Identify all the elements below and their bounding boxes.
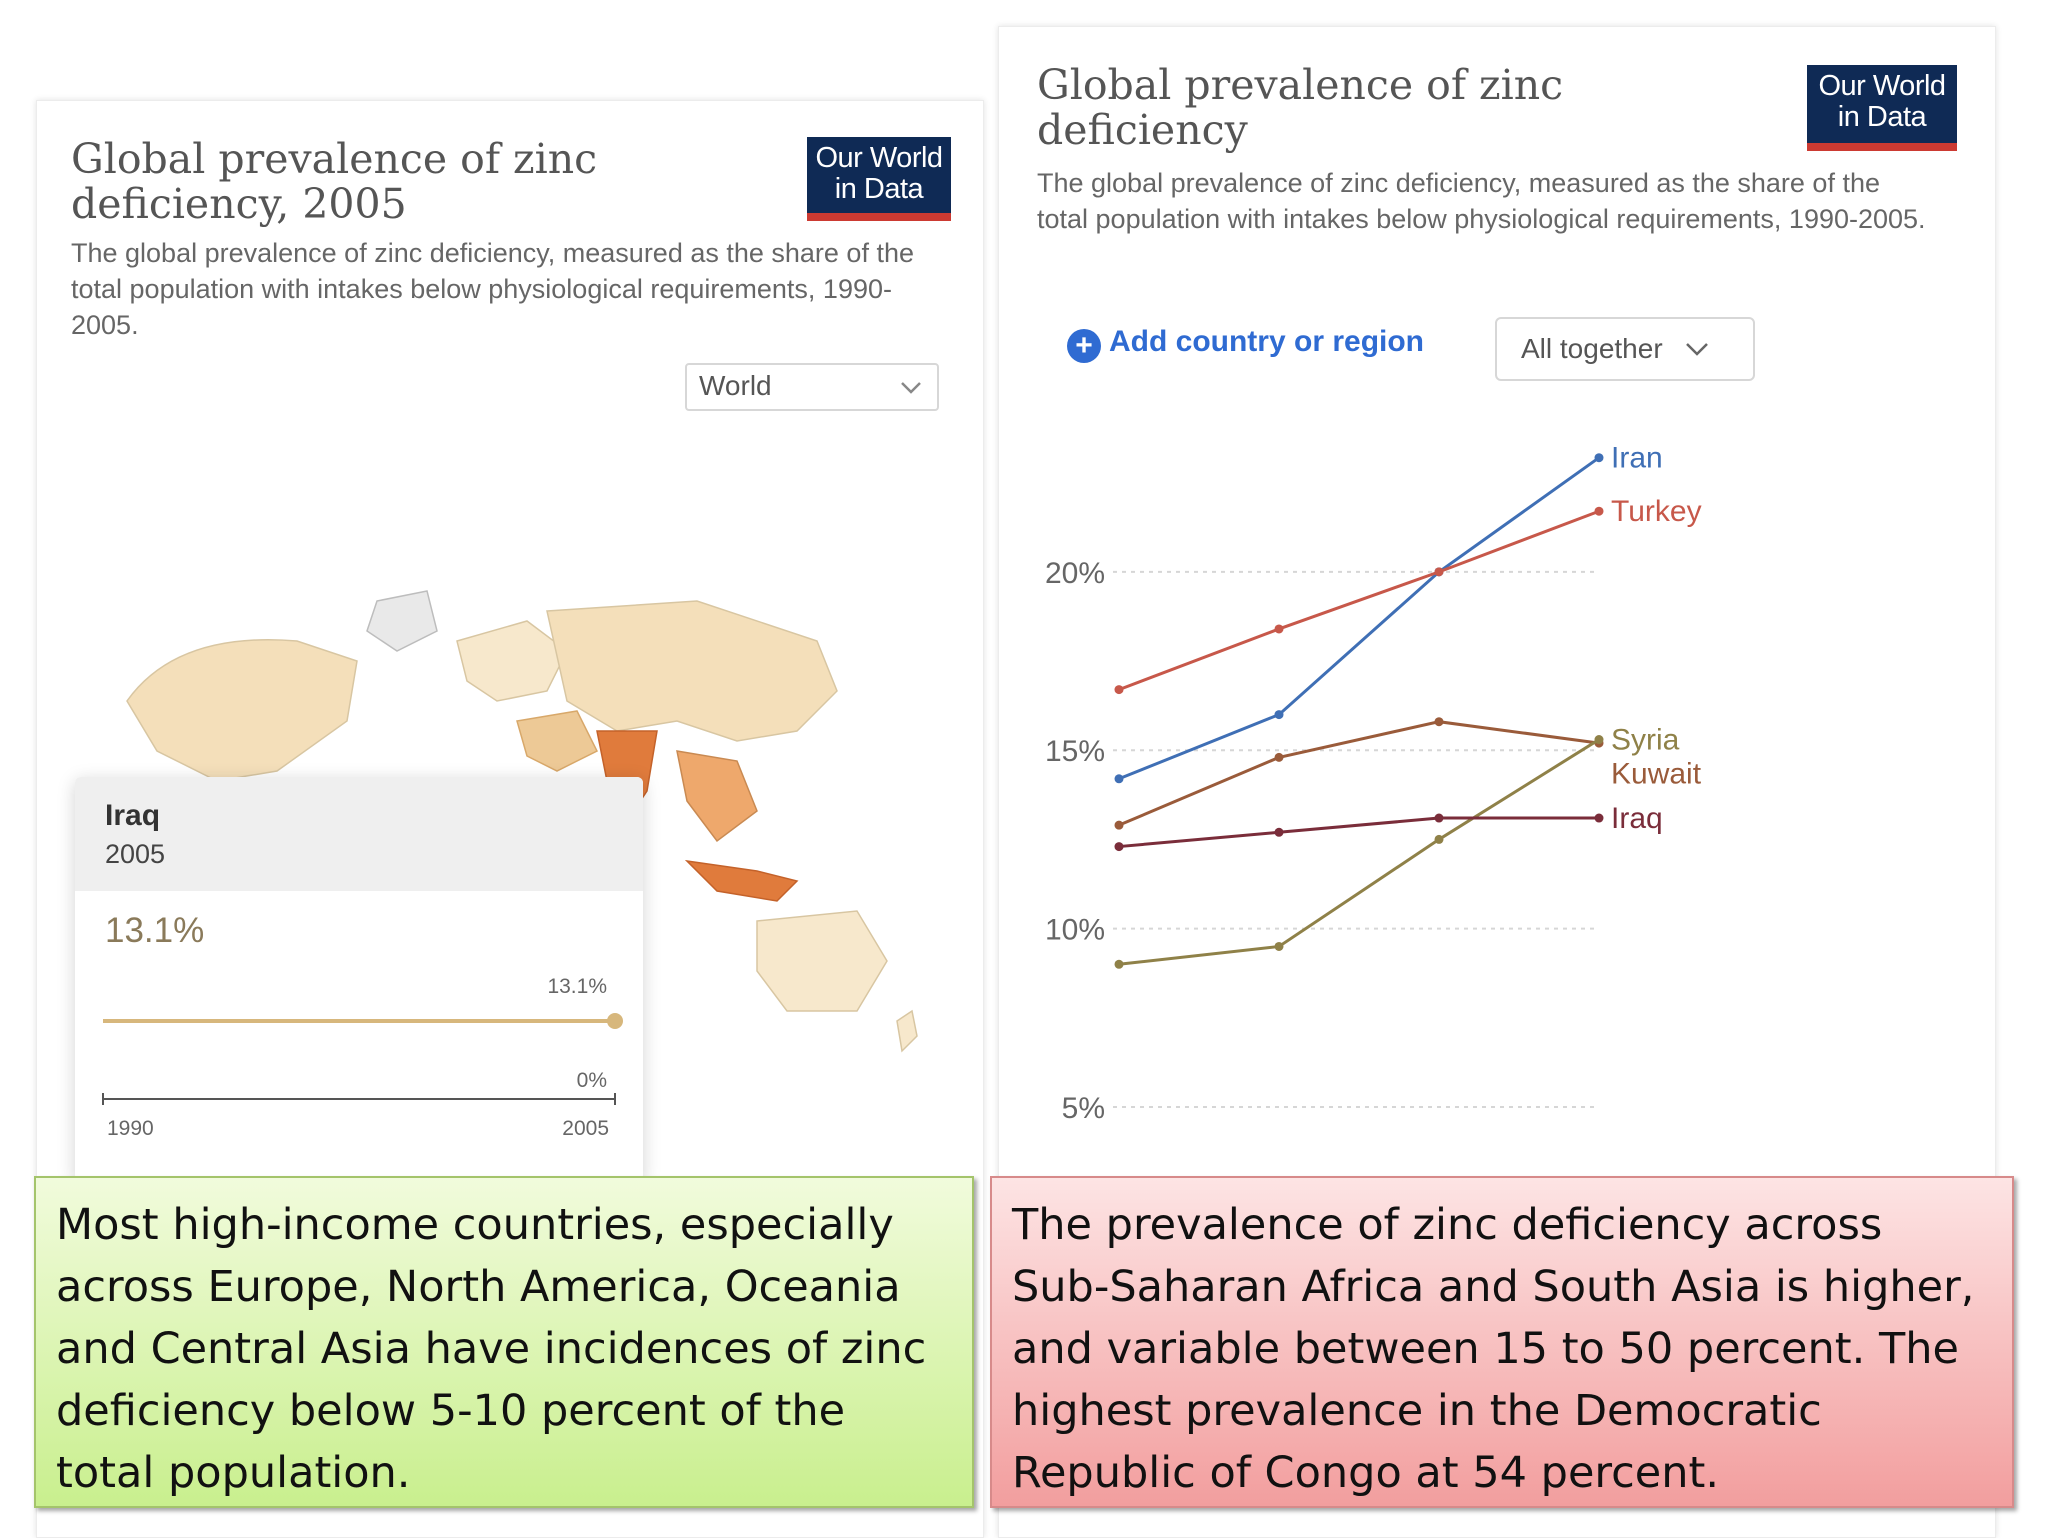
series-line: [1118, 720, 1600, 827]
data-point: [1274, 941, 1284, 951]
note-high-income: Most high-income countries, especially a…: [34, 1176, 974, 1508]
data-point: [1434, 813, 1444, 823]
view-mode-value: All together: [1521, 333, 1663, 364]
note-high-prevalence: The prevalence of zinc deficiency across…: [990, 1176, 2014, 1508]
tooltip-sparkline: 13.1% 0% 1990 2005: [102, 975, 623, 1140]
tooltip-header: Iraq 2005: [75, 777, 643, 891]
y-tick-label: 10%: [1045, 914, 1105, 947]
map-subtitle: The global prevalence of zinc deficiency…: [71, 238, 914, 340]
data-point: [1594, 453, 1604, 463]
chart-title: Global prevalence of zinc deficiency: [1037, 61, 1564, 154]
data-point: [1114, 842, 1124, 852]
data-point: [1434, 567, 1444, 577]
series-label: Syria: [1611, 724, 1680, 757]
spark-zero-label: 0%: [577, 1069, 607, 1092]
series-line: [1118, 456, 1600, 781]
y-tick-label: 20%: [1045, 557, 1105, 590]
spark-start-year: 1990: [107, 1117, 154, 1140]
spark-end-year: 2005: [562, 1117, 609, 1140]
y-tick-label: 5%: [1062, 1092, 1105, 1125]
map-tooltip: Iraq 2005 13.1% 13.1% 0% 1990 2005: [75, 777, 643, 1181]
series-label: Turkey: [1611, 495, 1702, 528]
data-point: [1434, 834, 1444, 844]
map-indonesia[interactable]: [684, 859, 799, 902]
logo-line-2: in Data: [834, 173, 924, 205]
map-north-america[interactable]: [126, 639, 358, 782]
map-title: Global prevalence of zinc deficiency, 20…: [71, 135, 598, 228]
data-point: [1114, 685, 1124, 695]
map-europe[interactable]: [456, 620, 568, 702]
data-point: [1274, 752, 1284, 762]
spark-end-point: [607, 1013, 623, 1029]
data-point: [1274, 710, 1284, 720]
world-map[interactable]: [97, 581, 937, 1061]
data-point: [1274, 827, 1284, 837]
map-greenland: [366, 590, 438, 652]
owid-logo[interactable]: Our World in Data: [1807, 65, 1957, 151]
map-southeast-asia[interactable]: [676, 750, 758, 843]
series-line: [1118, 509, 1600, 691]
view-mode-select[interactable]: All together: [1495, 317, 1755, 381]
chart-subtitle: The global prevalence of zinc deficiency…: [1037, 168, 1926, 234]
logo-line-1: Our World: [815, 142, 943, 174]
data-point: [1274, 624, 1284, 634]
plus-circle-icon: +: [1067, 329, 1101, 363]
series-label: Iran: [1611, 442, 1663, 475]
add-country-button[interactable]: + Add country or region: [1067, 325, 1424, 363]
series-line: [1118, 738, 1600, 966]
tooltip-country: Iraq: [105, 799, 161, 832]
y-tick-label: 15%: [1045, 735, 1105, 768]
data-point: [1114, 959, 1124, 969]
map-middle-east[interactable]: [516, 710, 599, 772]
data-point: [1434, 717, 1444, 727]
region-select-value: World: [699, 370, 772, 401]
data-point: [1594, 813, 1604, 823]
logo-line-1: Our World: [1818, 70, 1946, 102]
owid-logo[interactable]: Our World in Data: [807, 137, 951, 221]
data-point: [1594, 735, 1604, 745]
add-country-label: Add country or region: [1109, 325, 1424, 358]
series-label: Kuwait: [1611, 758, 1702, 791]
data-point: [1114, 820, 1124, 830]
series-line: [1118, 816, 1599, 849]
logo-line-2: in Data: [1837, 101, 1927, 133]
spark-end-label: 13.1%: [547, 975, 607, 998]
tooltip-year: 2005: [105, 839, 166, 869]
data-point: [1594, 506, 1604, 516]
data-point: [1114, 774, 1124, 784]
map-new-zealand[interactable]: [896, 1009, 918, 1053]
map-australia[interactable]: [756, 910, 888, 1012]
series-label: Iraq: [1611, 802, 1663, 835]
region-select[interactable]: World: [685, 363, 939, 411]
chevron-down-icon: [897, 373, 925, 408]
chevron-down-icon: [1686, 343, 1709, 356]
tooltip-value: 13.1%: [105, 911, 205, 950]
map-asia[interactable]: [546, 600, 838, 742]
